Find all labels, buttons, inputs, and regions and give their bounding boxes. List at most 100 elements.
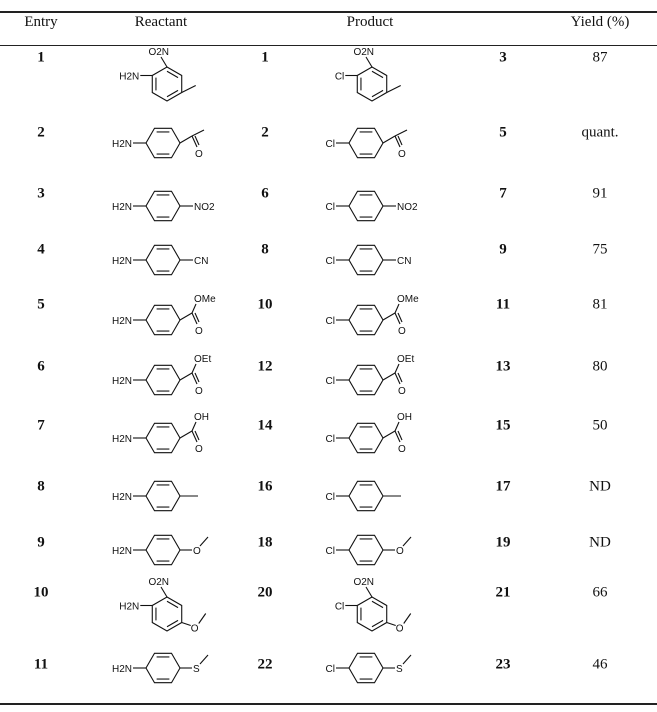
atom-label: H2N bbox=[119, 602, 139, 613]
product-number: 15 bbox=[495, 417, 511, 434]
product-number: 5 bbox=[499, 124, 507, 141]
atom-label: H2N bbox=[112, 139, 132, 150]
benzene-ring bbox=[145, 304, 181, 336]
bond bbox=[394, 372, 401, 385]
reactant-number: 18 bbox=[257, 534, 273, 551]
entry-number: 2 bbox=[37, 124, 45, 141]
reactant-number: 10 bbox=[257, 296, 273, 313]
atom-label: Cl bbox=[326, 316, 335, 327]
product-structure: Cl O bbox=[326, 534, 412, 566]
yield-value: 87 bbox=[592, 49, 608, 66]
atom-label: OH bbox=[194, 412, 209, 423]
bond bbox=[394, 129, 408, 137]
bond bbox=[194, 430, 200, 441]
product-number: 7 bbox=[499, 185, 507, 202]
reactant-structure: H2N O2N O bbox=[119, 577, 207, 635]
atom-label: O bbox=[193, 546, 201, 557]
atom-label: Cl bbox=[335, 602, 344, 613]
entry-number: 10 bbox=[33, 584, 49, 601]
atom-label: O bbox=[398, 444, 406, 455]
bond bbox=[397, 312, 403, 323]
reactant-structure: H2N S bbox=[112, 652, 209, 684]
reactant-structure: H2N bbox=[112, 480, 198, 512]
bond bbox=[179, 135, 193, 144]
atom-label: H2N bbox=[112, 492, 132, 503]
reactant-number: 1 bbox=[261, 49, 269, 66]
bond bbox=[160, 586, 168, 598]
bond bbox=[191, 135, 198, 148]
entry-number: 6 bbox=[37, 358, 45, 375]
bond bbox=[179, 312, 193, 321]
atom-label: S bbox=[193, 664, 200, 675]
atom-label: O bbox=[396, 546, 404, 557]
product-number: 23 bbox=[495, 656, 511, 673]
bond bbox=[191, 129, 205, 137]
product-number: 13 bbox=[495, 358, 511, 375]
atom-label: Cl bbox=[326, 256, 335, 267]
product-structure: Cl bbox=[326, 480, 401, 512]
benzene-ring bbox=[348, 422, 384, 454]
atom-label: O bbox=[195, 149, 203, 160]
atom-label: O bbox=[398, 149, 406, 160]
bond bbox=[397, 430, 403, 441]
product-number: 11 bbox=[495, 296, 511, 313]
header-rule bbox=[0, 45, 657, 46]
reactant-number: 2 bbox=[261, 124, 269, 141]
bond bbox=[371, 89, 384, 98]
yield-value: 50 bbox=[592, 417, 608, 434]
reactant-number: 22 bbox=[257, 656, 273, 673]
bond bbox=[382, 312, 396, 321]
product-number: 21 bbox=[495, 584, 511, 601]
bond bbox=[181, 85, 196, 93]
bond bbox=[371, 70, 384, 79]
atom-label: O bbox=[396, 624, 404, 635]
bond bbox=[194, 312, 200, 323]
bond bbox=[403, 613, 412, 624]
bond bbox=[166, 70, 179, 79]
reactant-structure: H2N O OH bbox=[112, 412, 209, 455]
bond bbox=[194, 135, 200, 146]
bond bbox=[166, 619, 179, 628]
benzene-ring bbox=[145, 364, 181, 396]
bond bbox=[402, 654, 412, 665]
yield-value: 81 bbox=[592, 296, 608, 313]
bond bbox=[191, 430, 198, 443]
atom-label: Cl bbox=[326, 434, 335, 445]
entry-number: 3 bbox=[37, 185, 45, 202]
yield-value: 80 bbox=[592, 358, 608, 375]
header-product: Product bbox=[346, 14, 394, 30]
bond bbox=[394, 303, 400, 314]
benzene-ring bbox=[356, 66, 388, 102]
atom-label: S bbox=[396, 664, 403, 675]
top-rule bbox=[0, 11, 657, 13]
benzene-ring bbox=[145, 127, 181, 159]
reactant-structure: H2N O bbox=[112, 127, 205, 160]
atom-label: H2N bbox=[112, 434, 132, 445]
benzene-ring bbox=[348, 244, 384, 276]
reactant-structure: H2N NO2 bbox=[112, 190, 215, 222]
bond bbox=[198, 613, 207, 624]
product-structure: Cl CN bbox=[326, 244, 411, 276]
benzene-ring bbox=[145, 652, 181, 684]
bond bbox=[365, 56, 373, 68]
benzene-ring bbox=[151, 66, 183, 102]
benzene-ring bbox=[348, 127, 384, 159]
yield-value: ND bbox=[589, 534, 611, 551]
atom-label: Cl bbox=[326, 546, 335, 557]
yield-value: 66 bbox=[592, 584, 608, 601]
reactant-number: 6 bbox=[261, 185, 269, 202]
atom-label: O bbox=[195, 326, 203, 337]
header-entry: Entry bbox=[24, 14, 58, 30]
reactant-number: 14 bbox=[257, 417, 273, 434]
yield-value: 46 bbox=[592, 656, 608, 673]
entry-number: 5 bbox=[37, 296, 45, 313]
bond bbox=[394, 430, 401, 443]
benzene-ring bbox=[348, 652, 384, 684]
atom-label: O bbox=[398, 326, 406, 337]
product-structure: Cl O bbox=[326, 127, 408, 160]
bond bbox=[365, 586, 373, 598]
bond bbox=[402, 536, 412, 547]
atom-label: OMe bbox=[194, 294, 216, 305]
bond bbox=[191, 372, 198, 385]
